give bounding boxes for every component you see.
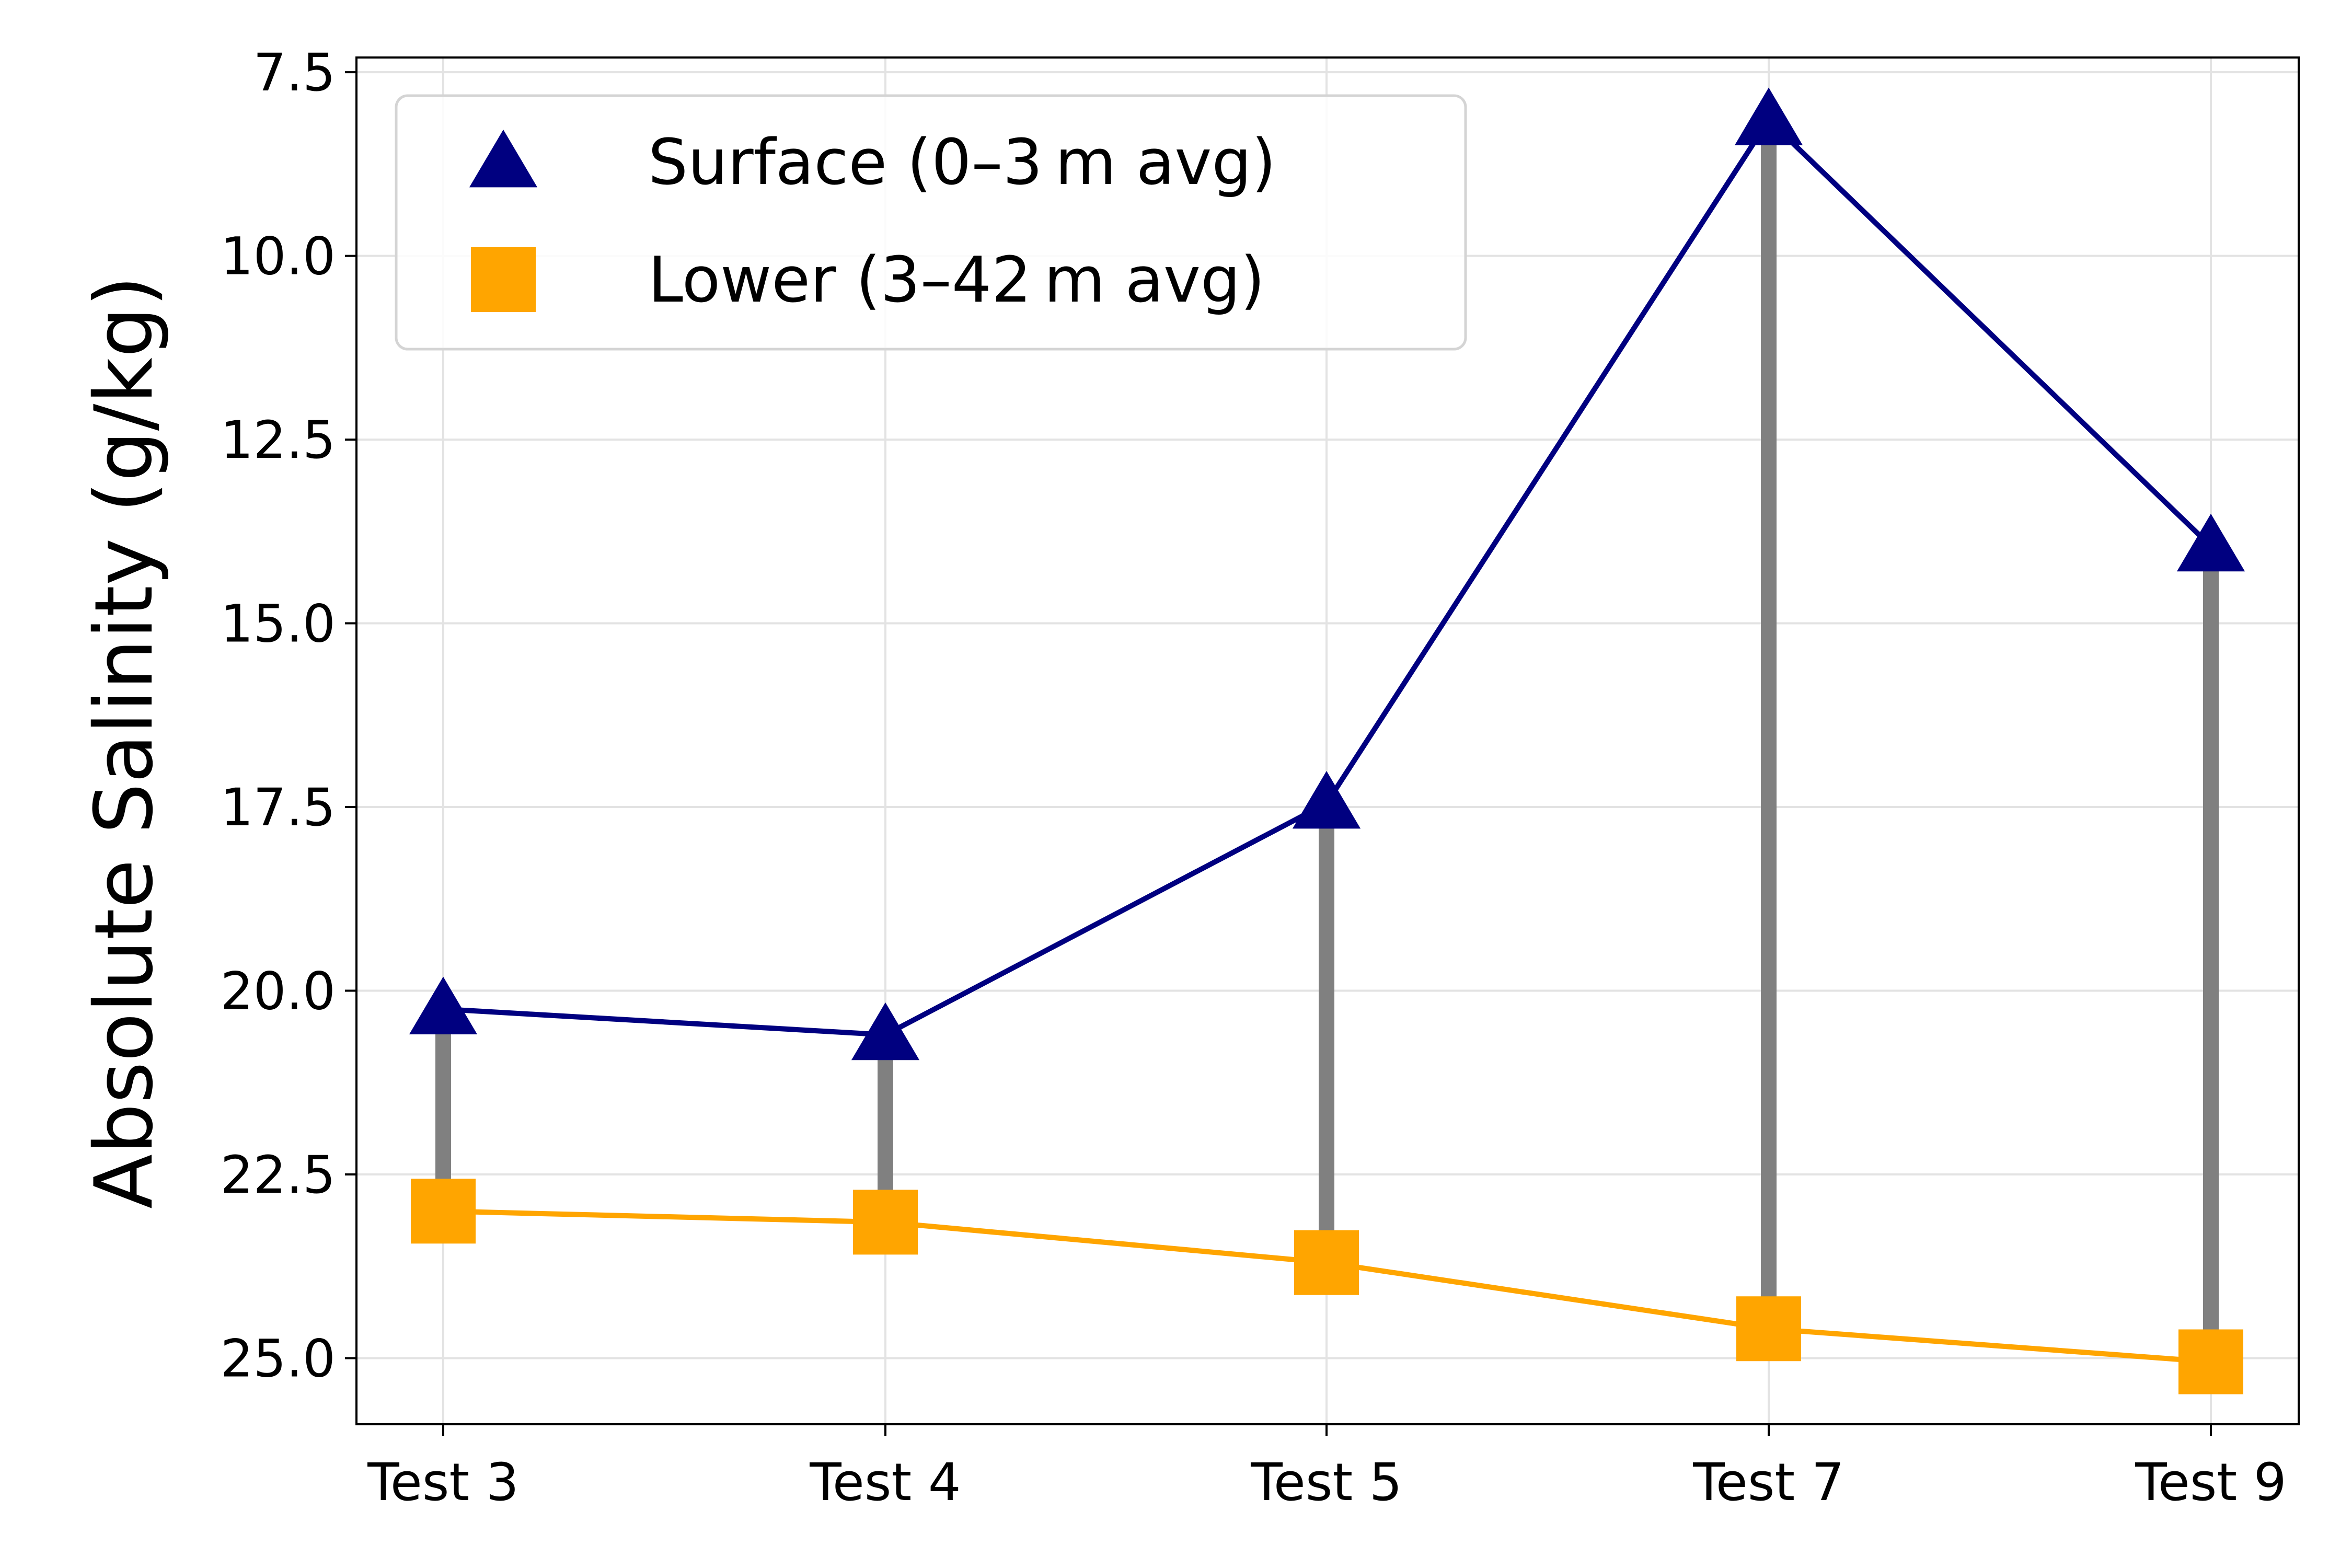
x-tick-label: Test 7 [1692, 1452, 1844, 1513]
lower-marker [853, 1190, 918, 1255]
surface-marker [1292, 771, 1361, 829]
y-tick-label: 10.0 [221, 227, 336, 287]
x-tick-label: Test 4 [809, 1452, 961, 1513]
legend-label-lower: Lower (3–42 m avg) [648, 244, 1265, 317]
y-tick-label: 25.0 [221, 1329, 336, 1389]
surface-marker [1734, 87, 1803, 145]
legend: Surface (0–3 m avg) Lower (3–42 m avg) [395, 94, 1467, 351]
connectors [435, 120, 2219, 1362]
surface-marker [409, 976, 478, 1035]
y-tick-label: 12.5 [221, 410, 336, 470]
surface-marker [851, 1002, 920, 1060]
y-tick-label: 22.5 [221, 1145, 336, 1205]
surface-marker [2176, 513, 2245, 572]
lower-marker [411, 1179, 476, 1244]
x-tick-label: Test 3 [367, 1452, 518, 1513]
lower-marker [1294, 1230, 1359, 1295]
y-tick-label: 7.5 [253, 43, 336, 103]
y-axis-title: Absolute Salinity (g/kg) [78, 275, 171, 1209]
legend-lower-marker [471, 247, 536, 312]
legend-box [395, 94, 1467, 351]
legend-label-surface: Surface (0–3 m avg) [648, 126, 1276, 199]
series [409, 87, 2245, 1394]
x-tick-label: Test 9 [2135, 1452, 2286, 1513]
lower-marker [2178, 1329, 2243, 1394]
axes: 7.5 10.0 12.5 15.0 17.5 20.0 22.5 25.0 Test 3 Tes… [221, 43, 2287, 1513]
y-tick-label: 15.0 [221, 594, 336, 654]
legend-surface-marker [469, 130, 538, 188]
y-tick-label: 17.5 [221, 778, 336, 838]
x-tick-label: Test 5 [1250, 1452, 1402, 1513]
y-tick-label: 20.0 [221, 962, 336, 1022]
lower-marker [1736, 1296, 1801, 1362]
